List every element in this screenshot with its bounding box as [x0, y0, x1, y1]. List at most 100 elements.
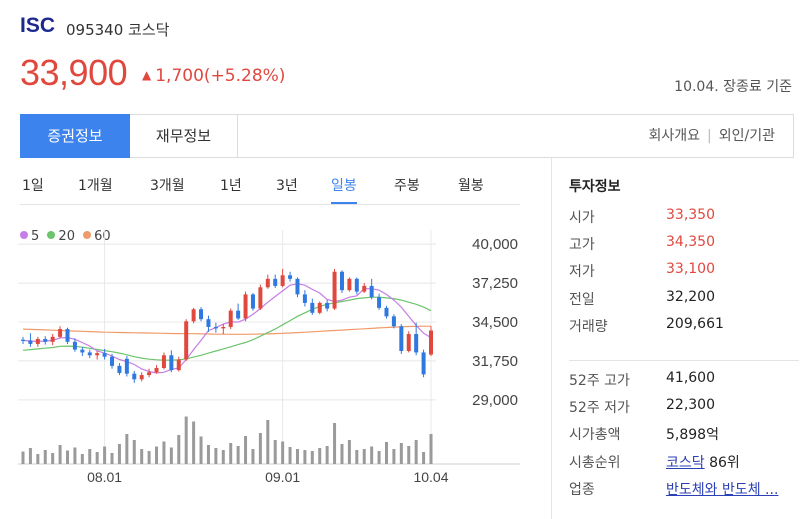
volume-bar: [169, 447, 173, 464]
foreign-institution-link[interactable]: 외인/기관: [718, 128, 775, 144]
volume-bar: [229, 443, 233, 464]
candle-body: [332, 271, 337, 309]
candle-body: [429, 330, 433, 355]
legend-ma20: 20: [47, 229, 75, 244]
tab-bar: 증권정보 재무정보 회사개요 | 외인/기관: [20, 114, 794, 158]
volume-bar: [414, 440, 418, 464]
volume-bar: [244, 436, 248, 464]
period-daily[interactable]: 일봉: [331, 176, 357, 204]
candle-body: [184, 321, 189, 360]
period-3m[interactable]: 3개월: [150, 178, 185, 194]
company-overview-link[interactable]: 회사개요: [648, 128, 701, 144]
volume-bar: [318, 448, 322, 464]
volume-bar: [36, 454, 40, 464]
legend-ma5: 5: [20, 229, 39, 244]
info-value: 32,200: [666, 289, 715, 305]
info-value: 22,300: [666, 397, 715, 413]
candle-body: [72, 341, 77, 350]
y-tick-label: 29,000: [472, 392, 518, 409]
market-link[interactable]: 코스닥: [666, 455, 705, 471]
volume-bar: [28, 448, 32, 464]
candle-body: [87, 352, 92, 356]
volume-bar: [347, 440, 351, 464]
candlestick-chart[interactable]: 40,000 37,250 34,500 31,750 29,000 08.01 09.01…: [18, 222, 523, 492]
volume-bar: [73, 447, 77, 464]
volume-bar: [399, 443, 403, 464]
info-value: 반도체와 반도체 ...: [666, 479, 778, 499]
tab-financial-info[interactable]: 재무정보: [130, 115, 238, 157]
candle-body: [169, 355, 174, 371]
as-of-label: 10.04. 장종료 기준: [674, 79, 792, 95]
info-divider: [569, 360, 799, 361]
period-weekly[interactable]: 주봉: [394, 178, 420, 194]
candle-body: [43, 338, 48, 342]
volume-bar: [333, 423, 337, 464]
volume-bar: [95, 452, 99, 464]
candle-body: [339, 271, 344, 291]
stock-code-market: 095340 코스닥: [66, 21, 170, 39]
period-monthly[interactable]: 월봉: [458, 178, 484, 194]
candle-body: [288, 275, 293, 279]
candle-body: [399, 326, 404, 352]
legend-ma5-label: 5: [31, 229, 40, 244]
volume-bar: [325, 446, 329, 464]
volume-bar: [236, 446, 240, 464]
candle-body: [236, 310, 241, 319]
candle-body: [280, 275, 285, 286]
x-tick-label: 09.01: [265, 469, 300, 485]
candle-body: [21, 339, 25, 341]
industry-link[interactable]: 반도체와 반도체 ...: [666, 482, 779, 498]
ma20-dot-icon: [47, 231, 56, 239]
period-selector: 1일 1개월 3개월 1년 3년 일봉 주봉 월봉: [20, 176, 520, 206]
period-1m[interactable]: 1개월: [78, 178, 113, 194]
volume-bar: [214, 448, 218, 464]
volume-bar: [310, 451, 314, 464]
candle-body: [354, 278, 359, 292]
period-divider: [20, 204, 520, 205]
info-value: 34,350: [666, 234, 715, 250]
volume-bar: [80, 454, 84, 464]
tab-stock-info[interactable]: 증권정보: [20, 114, 130, 158]
candle-body: [258, 287, 263, 309]
candle-body: [325, 302, 330, 309]
volume-bar: [21, 451, 25, 464]
volume-bar: [192, 421, 196, 464]
candle-body: [347, 278, 352, 291]
stock-name[interactable]: ISC: [20, 14, 56, 37]
volume-bar: [422, 452, 426, 464]
period-3y[interactable]: 3년: [276, 178, 298, 194]
period-1d[interactable]: 1일: [22, 178, 44, 194]
candle-body: [58, 329, 63, 337]
candle-body: [124, 358, 129, 374]
volume-bar: [117, 444, 121, 464]
volume-bar: [162, 441, 166, 464]
candle-body: [102, 353, 107, 357]
volume-bar: [199, 436, 203, 464]
candle-body: [250, 294, 255, 309]
info-label: 시가: [569, 210, 595, 226]
candle-body: [35, 338, 40, 344]
legend-ma60-label: 60: [94, 229, 111, 244]
volume-bar: [177, 435, 181, 464]
price-row: 33,900 ▲ 1,700(+5.28%) 10.04. 장종료 기준: [20, 52, 800, 96]
volume-bar: [66, 450, 70, 464]
volume-bar: [392, 449, 396, 464]
candle-body: [295, 278, 300, 295]
candle-body: [147, 372, 152, 376]
volume-bar: [221, 450, 225, 464]
volume-bar: [281, 441, 285, 464]
current-price: 33,900: [20, 52, 128, 93]
candle-body: [191, 309, 196, 322]
candle-body: [221, 326, 226, 329]
candle-body: [139, 375, 144, 380]
legend-ma60: 60: [83, 229, 111, 244]
volume-bar: [407, 446, 411, 464]
candle-body: [117, 365, 122, 373]
candle-body: [406, 334, 411, 352]
candle-body: [95, 353, 100, 356]
link-separator: |: [707, 128, 712, 144]
candle-body: [50, 336, 55, 342]
volume-bar: [288, 447, 292, 464]
period-1y[interactable]: 1년: [220, 178, 242, 194]
volume-bar: [384, 442, 388, 464]
